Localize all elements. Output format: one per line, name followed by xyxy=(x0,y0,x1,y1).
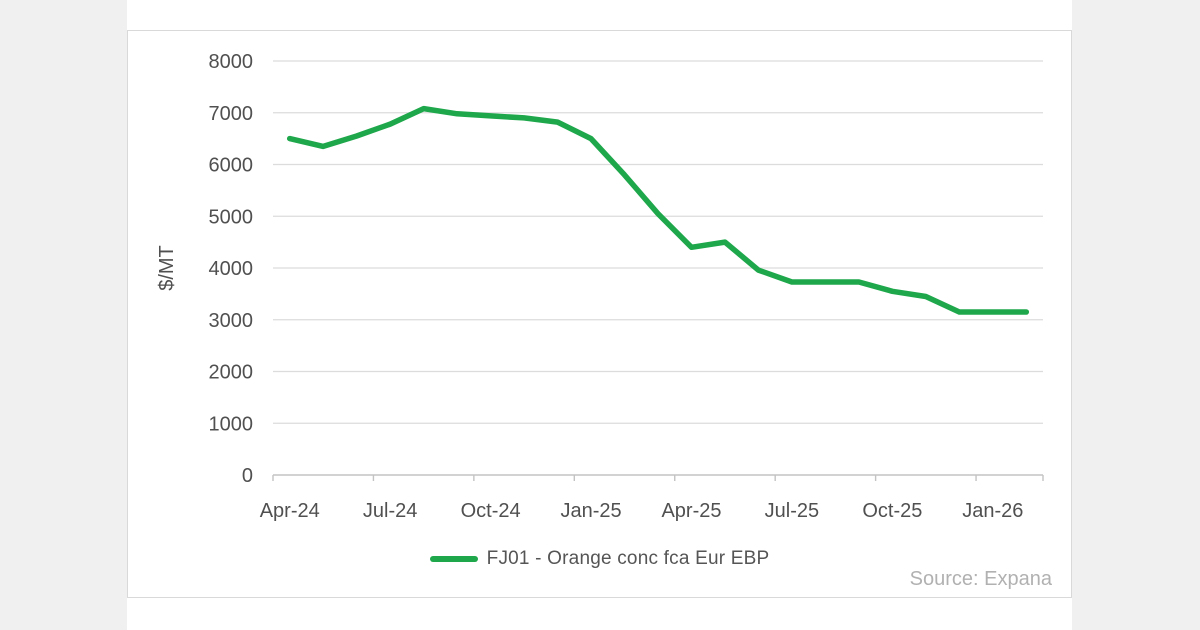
x-axis-tick-label: Oct-24 xyxy=(461,500,521,522)
x-axis-tick-label: Oct-25 xyxy=(862,500,922,522)
y-axis-tick-label: 1000 xyxy=(209,413,254,435)
x-axis-tick-label: Apr-25 xyxy=(661,500,721,522)
y-axis-tick-label: 5000 xyxy=(209,206,254,228)
y-axis-tick-label: 3000 xyxy=(209,310,254,332)
y-axis-tick-label: 2000 xyxy=(209,362,254,384)
y-axis-tick-label: 0 xyxy=(242,465,253,487)
x-axis-tick-label: Apr-24 xyxy=(260,500,320,522)
chart-card: 0 1000 2000 3000 4000 5000 6000 7000 8000 Apr-24 J… xyxy=(127,30,1072,598)
content-column: 0 1000 2000 3000 4000 5000 6000 7000 8000 Apr-24 J… xyxy=(127,0,1072,630)
source-note: Source: Expana xyxy=(909,568,1052,590)
series-line xyxy=(286,105,1030,315)
y-axis-tick-label: 8000 xyxy=(209,51,254,73)
y-axis-tick-label: 6000 xyxy=(209,155,254,177)
x-axis-tick-label: Jan-26 xyxy=(962,500,1023,522)
y-axis-tick-label: 4000 xyxy=(209,258,254,280)
line-chart: 0 1000 2000 3000 4000 5000 6000 7000 8000 Apr-24 J… xyxy=(156,51,1044,522)
y-axis-title: $/MT xyxy=(156,245,178,291)
x-axis-tick-label: Jan-25 xyxy=(560,500,621,522)
x-axis-tick-label: Jul-24 xyxy=(363,500,417,522)
y-axis-tick-label: 7000 xyxy=(209,103,254,125)
x-axis-tick-label: Jul-25 xyxy=(765,500,819,522)
